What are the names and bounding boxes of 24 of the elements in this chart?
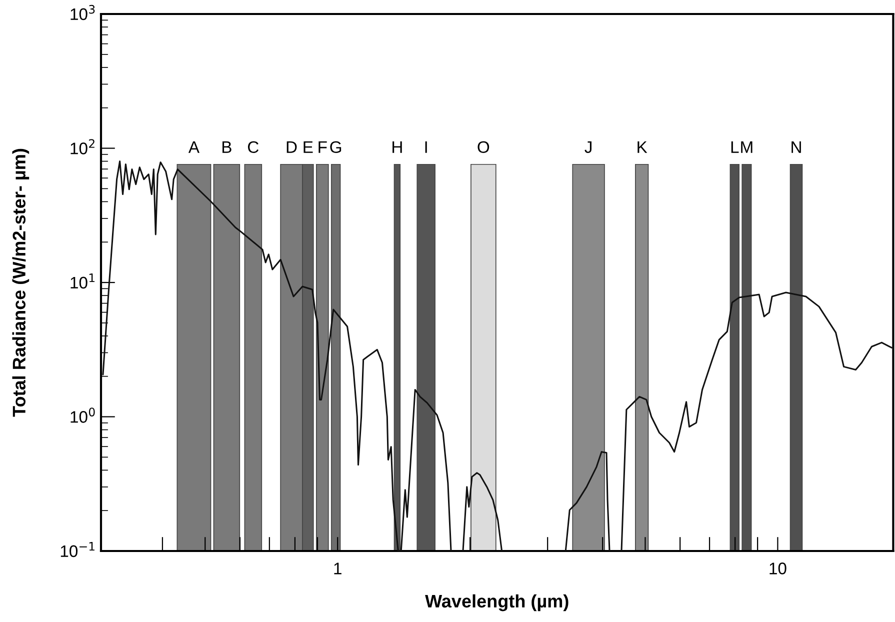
x-tick-label: 10: [770, 562, 786, 574]
y-tick-label: 10$^{1}$: [70, 274, 95, 289]
band-label: D: [286, 141, 297, 153]
band-label: H: [392, 141, 402, 153]
y-tick-label: 10$^{2}$: [70, 139, 94, 154]
band-label: I: [425, 141, 427, 153]
band-label: L: [731, 141, 739, 153]
band-label: C: [248, 141, 259, 154]
y-tick-label: 10$^{0}$: [70, 408, 95, 423]
band-label: A: [188, 141, 200, 153]
band-label: M: [741, 141, 752, 153]
x-axis-title: Wavelength (µm): [425, 594, 568, 612]
band-label: F: [318, 141, 327, 153]
band-label: K: [638, 141, 648, 153]
band-label: E: [304, 141, 313, 153]
band-label: N: [792, 141, 801, 153]
band-label: B: [222, 141, 232, 153]
band-label: J: [584, 141, 592, 154]
y-tick-label: 10$^{−1}$: [60, 542, 94, 558]
x-tick-label: 1: [334, 562, 342, 574]
band-label: G: [330, 141, 342, 154]
y-tick-label: 10$^{3}$: [70, 4, 95, 20]
y-axis-title: Total Radiance (W/m2-ster- µm): [12, 148, 30, 417]
band-label: O: [478, 141, 490, 154]
